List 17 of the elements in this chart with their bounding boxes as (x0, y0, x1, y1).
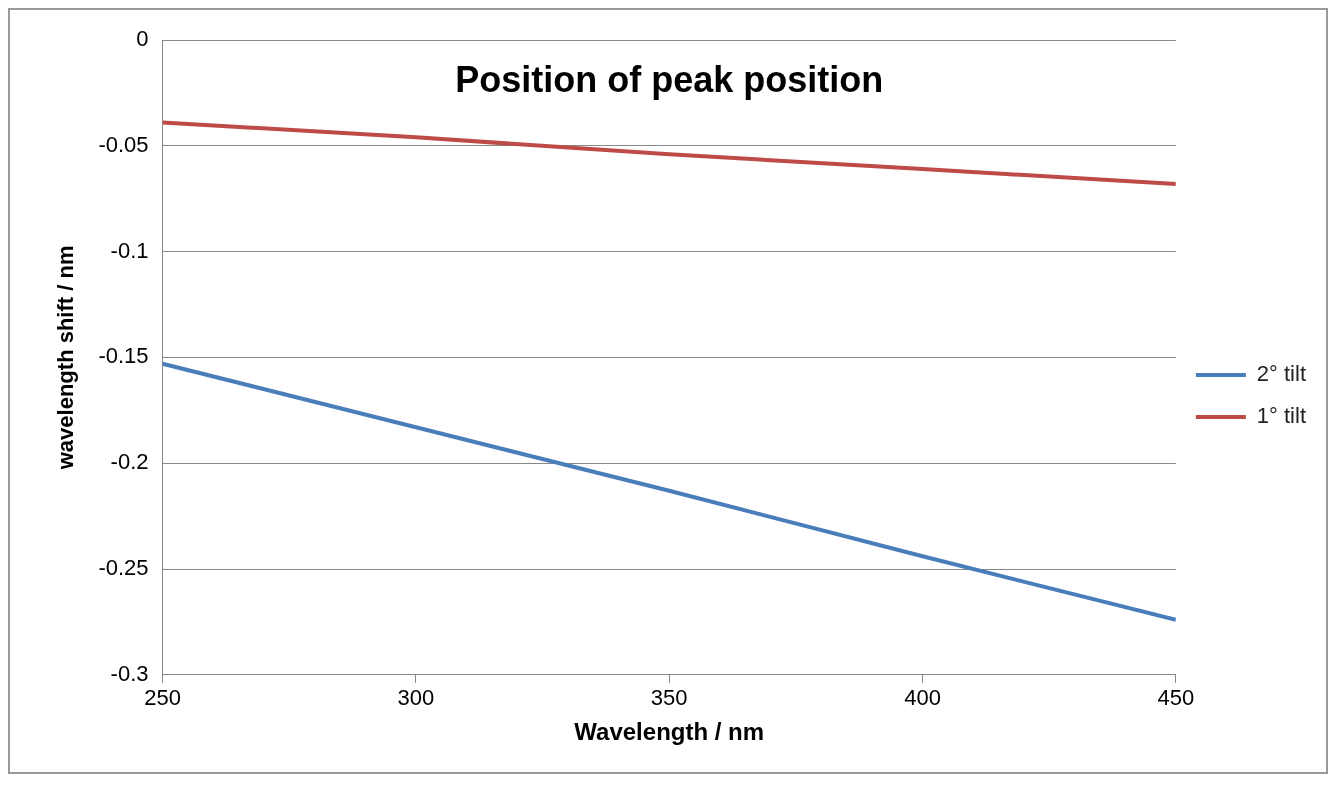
y-tick-label: 0 (136, 26, 149, 52)
legend-label: 1° tilt (1256, 403, 1307, 429)
x-axis-title: Wavelength / nm (574, 718, 765, 746)
y-tick-label: -0.05 (98, 131, 149, 157)
x-tick-label: 300 (397, 685, 435, 711)
x-tick-label: 400 (904, 685, 941, 711)
y-tick-label: -0.3 (110, 660, 149, 686)
x-tick-label: 450 (1157, 685, 1195, 711)
y-axis-title: wavelength shift / nm (53, 245, 79, 471)
text: Position of peak position (455, 58, 884, 100)
y-tick-label: -0.2 (110, 449, 149, 475)
x-tick-label: 350 (650, 685, 688, 711)
legend-label: 2° tilt (1256, 361, 1307, 387)
y-tick-label: -0.25 (98, 555, 149, 581)
x-tick-label: 250 (144, 685, 181, 711)
y-tick-label: -0.15 (98, 343, 149, 369)
y-tick-label: -0.1 (110, 237, 149, 263)
